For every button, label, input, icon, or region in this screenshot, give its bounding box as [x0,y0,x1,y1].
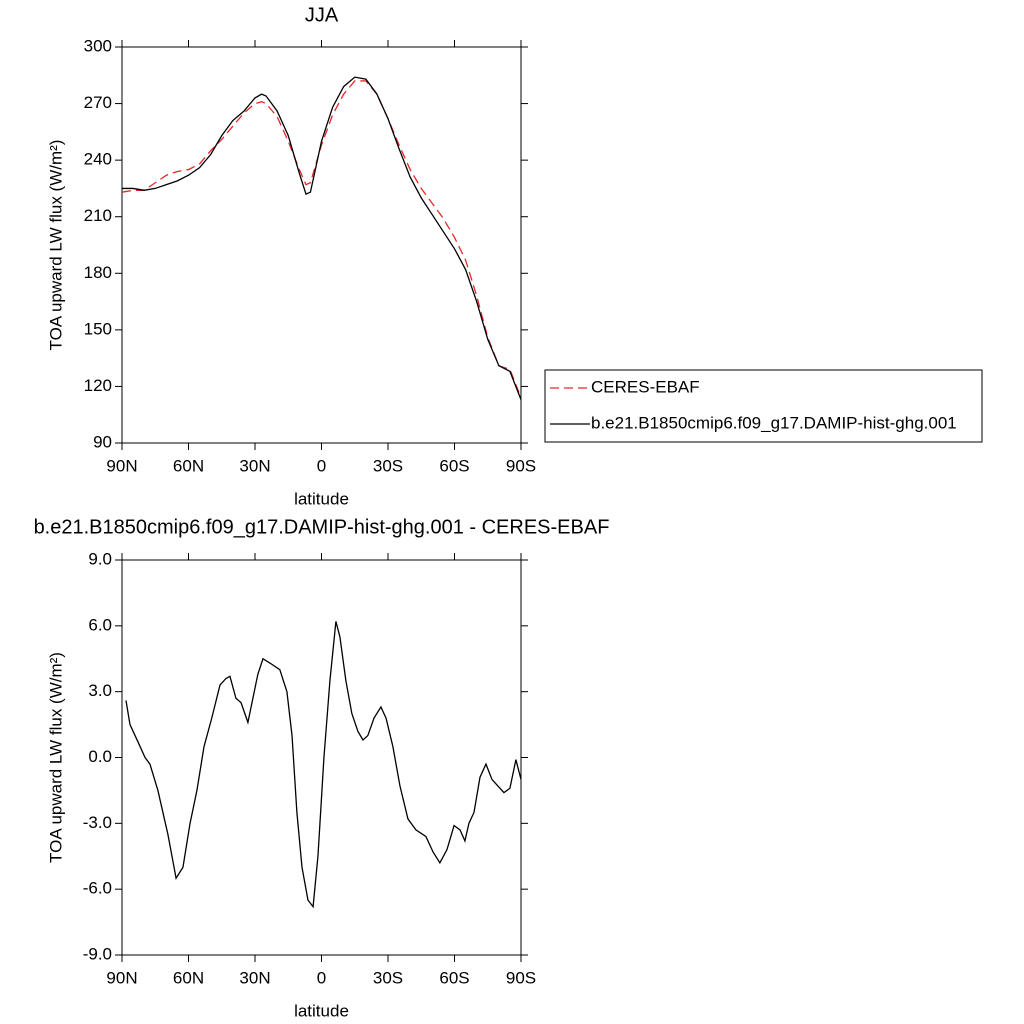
x-tick-label: 60N [173,456,204,475]
data-line [125,621,522,909]
x-tick-label: 90N [106,968,137,987]
y-tick-label: -6.0 [83,879,112,898]
plot-frame [121,559,522,956]
legend-label: b.e21.B1850cmip6.f09_g17.DAMIP-hist-ghg.… [591,413,957,432]
y-tick-label: 210 [84,206,112,225]
y-tick-label: 270 [84,93,112,112]
y-tick-label: 0.0 [88,747,112,766]
y-axis-label: TOA upward LW flux (W/m²) [46,652,65,863]
y-tick-label: -3.0 [83,813,112,832]
y-tick-label: 180 [84,263,112,282]
x-axis-label: latitude [294,489,349,508]
y-tick-label: 240 [84,150,112,169]
x-axis-label: latitude [294,1001,349,1020]
plot-frame [121,46,522,444]
x-tick-label: 30S [373,968,403,987]
y-tick-label: 90 [93,432,112,451]
legend-label: CERES-EBAF [591,377,700,396]
data-line [122,76,522,400]
x-tick-label: 0 [317,968,326,987]
y-tick-label: 300 [84,36,112,55]
x-tick-label: 30S [373,456,403,475]
y-tick-label: 6.0 [88,615,112,634]
x-tick-label: 90S [506,456,536,475]
x-tick-label: 90S [506,968,536,987]
data-line [121,80,522,398]
chart-title: JJA [305,4,339,26]
x-tick-label: 0 [317,456,326,475]
x-tick-label: 60S [439,456,469,475]
legend-box [544,369,983,443]
y-tick-label: -9.0 [83,944,112,963]
x-tick-label: 30N [239,456,270,475]
chart-title: b.e21.B1850cmip6.f09_g17.DAMIP-hist-ghg.… [34,516,610,538]
y-tick-label: 150 [84,319,112,338]
y-tick-label: 120 [84,376,112,395]
y-axis-label: TOA upward LW flux (W/m²) [46,140,65,351]
x-tick-label: 30N [239,968,270,987]
y-tick-label: 3.0 [88,681,112,700]
y-tick-label: 9.0 [88,549,112,568]
x-tick-label: 90N [106,456,137,475]
x-tick-label: 60S [439,968,469,987]
x-tick-label: 60N [173,968,204,987]
